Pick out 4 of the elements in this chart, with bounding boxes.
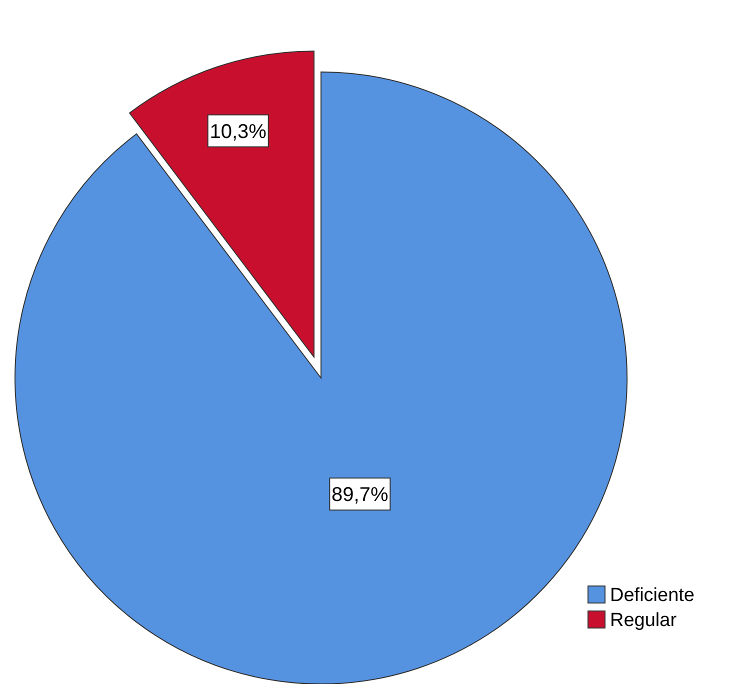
data-label: 10,3% [210, 120, 267, 143]
legend-label: Deficiente [610, 585, 694, 606]
legend-label: Regular [610, 610, 678, 631]
data-label: 89,7% [332, 484, 388, 506]
